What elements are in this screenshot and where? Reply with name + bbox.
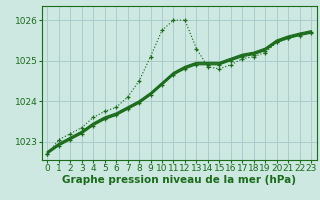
X-axis label: Graphe pression niveau de la mer (hPa): Graphe pression niveau de la mer (hPa) xyxy=(62,175,296,185)
